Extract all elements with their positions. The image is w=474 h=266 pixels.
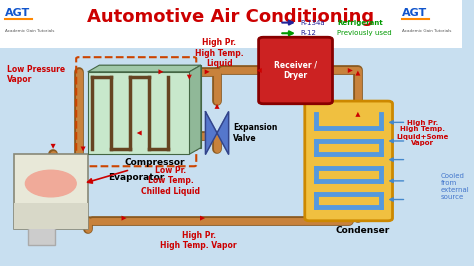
FancyBboxPatch shape — [305, 101, 392, 221]
Text: R-12: R-12 — [300, 30, 316, 36]
FancyBboxPatch shape — [14, 203, 88, 229]
Text: Low Pr.
Low Temp.
Chilled Liquid: Low Pr. Low Temp. Chilled Liquid — [141, 166, 201, 196]
FancyBboxPatch shape — [14, 154, 88, 229]
Text: Condenser: Condenser — [336, 226, 390, 235]
FancyBboxPatch shape — [0, 0, 462, 48]
Polygon shape — [206, 112, 228, 154]
Text: Evaporator: Evaporator — [108, 173, 164, 182]
Text: AGT: AGT — [5, 8, 30, 18]
Polygon shape — [88, 65, 201, 72]
Polygon shape — [189, 65, 201, 154]
Polygon shape — [99, 65, 201, 148]
Text: Academic Gain Tutorials: Academic Gain Tutorials — [5, 29, 54, 33]
Text: AGT: AGT — [402, 8, 427, 18]
FancyBboxPatch shape — [259, 37, 332, 104]
Ellipse shape — [26, 170, 76, 197]
Text: High Pr.
High Temp.
Liquid: High Pr. High Temp. Liquid — [195, 38, 244, 68]
Text: Receiver /
Dryer: Receiver / Dryer — [274, 61, 317, 80]
Text: High Pr.
High Temp. Vapor: High Pr. High Temp. Vapor — [160, 231, 237, 250]
Text: Refrigerant: Refrigerant — [337, 20, 383, 26]
Text: High Pr.
High Temp.
Liquid+Some
Vapor: High Pr. High Temp. Liquid+Some Vapor — [396, 119, 449, 147]
FancyBboxPatch shape — [88, 72, 189, 154]
Text: Low Pressure
Vapor: Low Pressure Vapor — [7, 65, 65, 84]
Text: Academic Gain Tutorials: Academic Gain Tutorials — [402, 29, 451, 33]
Text: R-134a: R-134a — [300, 20, 325, 26]
Text: Compressor: Compressor — [88, 158, 185, 183]
Text: Expansion
Valve: Expansion Valve — [233, 123, 278, 143]
Text: Cooled
from
external
source: Cooled from external source — [441, 173, 470, 200]
Text: Previously used: Previously used — [337, 30, 392, 36]
FancyBboxPatch shape — [27, 226, 55, 245]
Text: Automotive Air Conditioning: Automotive Air Conditioning — [87, 8, 374, 26]
